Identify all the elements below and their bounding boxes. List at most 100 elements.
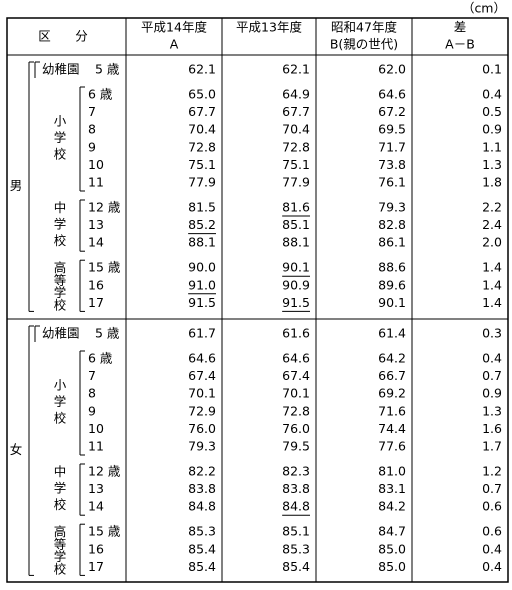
age: 14 xyxy=(88,235,104,250)
group-label: 幼稚園 xyxy=(42,326,80,341)
cell-value: 1.4 xyxy=(482,260,502,275)
cell-value: 2.0 xyxy=(482,235,502,250)
age: 15 歳 xyxy=(88,524,121,539)
column-header: 昭和47年度 xyxy=(331,20,397,35)
column-header: A xyxy=(170,37,179,52)
age: 15 歳 xyxy=(88,260,121,275)
table-border xyxy=(6,17,509,583)
cell-value: 79.3 xyxy=(188,439,216,454)
cell-value: 61.6 xyxy=(282,326,310,341)
age: 6 歳 xyxy=(88,351,113,366)
cell-value: 64.6 xyxy=(282,351,310,366)
cell-value: 77.6 xyxy=(378,439,406,454)
cell-value: 76.0 xyxy=(282,421,310,436)
cell-value: 70.4 xyxy=(282,122,310,137)
cell-value: 1.3 xyxy=(482,403,502,418)
age: 10 xyxy=(88,157,104,172)
age: 13 xyxy=(88,217,104,232)
cell-value: 90.0 xyxy=(188,260,216,275)
age: 7 xyxy=(88,368,96,383)
column-header: 平成13年度 xyxy=(236,20,302,35)
cell-value: 64.9 xyxy=(282,87,310,102)
cell-value: 1.6 xyxy=(482,421,502,436)
cell-value: 75.1 xyxy=(188,157,216,172)
cell-value: 91.5 xyxy=(188,295,216,310)
age: 7 xyxy=(88,104,96,119)
cell-value: 72.8 xyxy=(188,139,216,154)
age: 11 xyxy=(88,175,104,190)
cell-value: 84.2 xyxy=(378,499,406,514)
age: 8 xyxy=(88,122,96,137)
age: 14 xyxy=(88,499,104,514)
cell-value: 85.0 xyxy=(378,559,406,574)
cell-value: 0.9 xyxy=(482,386,502,401)
sex-label: 男 xyxy=(10,178,23,193)
cell-value: 0.4 xyxy=(482,559,502,574)
cell-value: 0.4 xyxy=(482,541,502,556)
age: 5 歳 xyxy=(95,326,120,341)
cell-value: 1.3 xyxy=(482,157,502,172)
cell-value: 0.9 xyxy=(482,122,502,137)
cell-value: 0.6 xyxy=(482,524,502,539)
cell-value: 1.8 xyxy=(482,175,502,190)
cell-value: 66.7 xyxy=(378,368,406,383)
cell-value: 2.2 xyxy=(482,200,502,215)
cell-value: 72.8 xyxy=(282,403,310,418)
cell-value: 69.5 xyxy=(378,122,406,137)
unit: （cm） xyxy=(462,1,506,16)
age: 16 xyxy=(88,277,104,292)
cell-value: 71.7 xyxy=(378,139,406,154)
cell-value: 88.6 xyxy=(378,260,406,275)
age: 5 歳 xyxy=(95,62,120,77)
cell-value: 75.1 xyxy=(282,157,310,172)
column-header: B(親の世代) xyxy=(330,37,398,52)
cell-value: 84.7 xyxy=(378,524,406,539)
age: 17 xyxy=(88,295,104,310)
cell-value: 77.9 xyxy=(282,175,310,190)
age: 8 xyxy=(88,386,96,401)
cell-value: 1.1 xyxy=(482,139,502,154)
cell-value: 85.4 xyxy=(188,559,216,574)
cell-value: 72.8 xyxy=(282,139,310,154)
cell-value: 84.8 xyxy=(282,499,310,514)
cell-value: 85.0 xyxy=(378,541,406,556)
cell-value: 79.5 xyxy=(282,439,310,454)
cell-value: 69.2 xyxy=(378,386,406,401)
cell-value: 1.7 xyxy=(482,439,502,454)
age: 16 xyxy=(88,541,104,556)
cell-value: 89.6 xyxy=(378,277,406,292)
cell-value: 0.3 xyxy=(482,326,502,341)
age: 6 歳 xyxy=(88,87,113,102)
cell-value: 79.3 xyxy=(378,200,406,215)
cell-value: 82.2 xyxy=(188,464,216,479)
cell-value: 0.7 xyxy=(482,368,502,383)
age: 12 歳 xyxy=(88,200,121,215)
sex-label: 女 xyxy=(10,442,23,457)
group-label: 中学校 xyxy=(52,200,67,251)
age: 10 xyxy=(88,421,104,436)
cell-value: 67.7 xyxy=(188,104,216,119)
cell-value: 0.7 xyxy=(482,481,502,496)
cell-value: 70.1 xyxy=(188,386,216,401)
cell-value: 82.3 xyxy=(282,464,310,479)
age: 17 xyxy=(88,559,104,574)
cell-value: 91.0 xyxy=(188,277,216,292)
cell-value: 73.8 xyxy=(378,157,406,172)
cell-value: 85.1 xyxy=(282,524,310,539)
column-header: A－B xyxy=(445,37,475,52)
cell-value: 67.4 xyxy=(282,368,310,383)
cell-value: 1.2 xyxy=(482,464,502,479)
cell-value: 83.8 xyxy=(282,481,310,496)
cell-value: 88.1 xyxy=(282,235,310,250)
cell-value: 83.1 xyxy=(378,481,406,496)
group-label: 高等学校 xyxy=(52,524,67,575)
age: 9 xyxy=(88,403,96,418)
column-header: 差 xyxy=(454,20,467,35)
cell-value: 62.1 xyxy=(188,62,216,77)
cell-value: 64.2 xyxy=(378,351,406,366)
cell-value: 0.4 xyxy=(482,87,502,102)
age: 11 xyxy=(88,439,104,454)
cell-value: 0.1 xyxy=(482,62,502,77)
cell-value: 61.7 xyxy=(188,326,216,341)
